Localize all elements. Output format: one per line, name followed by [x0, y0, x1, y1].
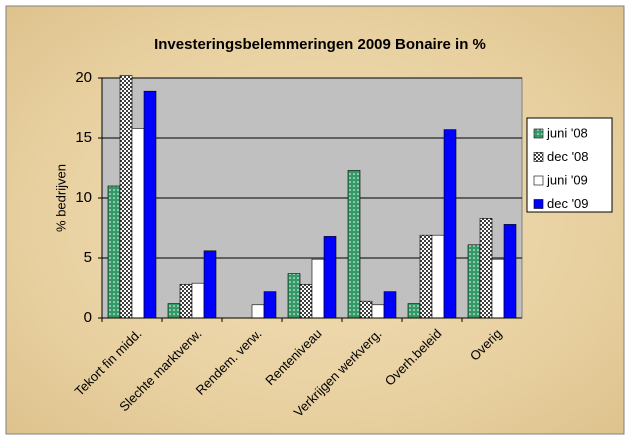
bar [263, 291, 277, 319]
bar [251, 304, 265, 319]
bar [203, 250, 217, 319]
bar [347, 170, 361, 319]
bar [491, 258, 505, 319]
bar [323, 236, 337, 319]
legend-swatch [533, 152, 544, 162]
legend-swatch [533, 175, 544, 186]
y-tick-label: 20 [75, 69, 92, 86]
y-tick-label: 15 [75, 129, 92, 146]
bar [479, 218, 493, 319]
bar [179, 284, 193, 319]
legend-label: dec '08 [547, 149, 589, 164]
y-axis-label: % bedrijven [53, 164, 68, 232]
legend-label: juni '08 [546, 125, 588, 140]
bar [299, 284, 313, 319]
bar [107, 185, 121, 319]
bar [467, 244, 481, 319]
y-tick-label: 10 [75, 189, 92, 206]
bar [371, 304, 385, 319]
bar [287, 273, 301, 319]
bar [191, 282, 205, 319]
bar [167, 303, 181, 319]
bar [383, 291, 397, 319]
bar [359, 300, 373, 319]
bar [407, 303, 421, 319]
bar [431, 234, 445, 319]
bar [143, 90, 157, 319]
y-tick-label: 5 [84, 249, 92, 266]
y-tick-label: 0 [84, 309, 92, 326]
legend-label: dec '09 [547, 196, 589, 211]
bar [119, 75, 133, 319]
chart-title: Investeringsbelemmeringen 2009 Bonaire i… [154, 36, 486, 53]
bar [131, 128, 145, 319]
bar [311, 258, 325, 319]
legend-label: juni '09 [546, 172, 588, 187]
bar [419, 234, 433, 319]
legend-swatch [533, 199, 544, 209]
bar [503, 224, 517, 319]
bar [443, 129, 457, 319]
legend-swatch [533, 128, 544, 139]
